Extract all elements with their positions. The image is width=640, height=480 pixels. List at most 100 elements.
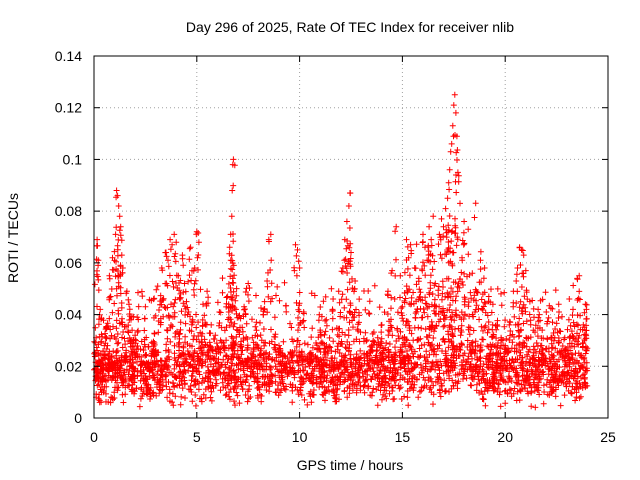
data-point xyxy=(316,311,323,318)
data-point xyxy=(492,322,499,329)
data-point xyxy=(454,234,461,241)
data-point xyxy=(329,387,335,394)
data-point xyxy=(259,381,266,388)
data-point xyxy=(228,252,235,259)
data-point xyxy=(376,304,383,311)
data-point xyxy=(190,286,197,293)
data-point xyxy=(540,371,547,378)
data-point xyxy=(425,339,432,346)
data-point xyxy=(488,286,494,293)
data-point xyxy=(317,304,324,310)
data-point xyxy=(132,340,139,347)
data-point xyxy=(429,266,436,273)
data-point xyxy=(422,294,429,301)
data-point xyxy=(538,357,545,364)
data-point xyxy=(423,348,430,355)
data-point xyxy=(295,258,302,265)
data-point xyxy=(176,343,183,350)
data-point xyxy=(450,102,457,109)
data-point xyxy=(186,256,193,263)
data-point xyxy=(431,296,438,303)
data-point xyxy=(318,339,325,346)
data-point xyxy=(173,239,180,246)
data-point xyxy=(534,325,541,332)
data-point xyxy=(581,309,588,316)
data-point xyxy=(524,377,531,384)
data-point xyxy=(119,334,125,341)
data-point xyxy=(516,304,523,311)
data-point xyxy=(267,365,274,371)
data-point xyxy=(374,347,381,354)
data-point xyxy=(334,346,341,353)
data-point xyxy=(323,316,330,323)
data-point xyxy=(153,286,160,293)
data-point xyxy=(188,389,195,395)
data-point xyxy=(461,350,468,357)
data-point xyxy=(341,257,348,264)
data-point xyxy=(429,341,436,348)
data-point xyxy=(274,366,280,373)
data-point xyxy=(186,272,193,279)
data-point xyxy=(431,282,438,289)
data-point xyxy=(446,166,453,173)
data-point xyxy=(576,296,583,303)
data-point xyxy=(307,388,314,395)
data-point xyxy=(157,367,164,374)
data-point xyxy=(306,377,313,384)
data-point xyxy=(99,361,106,368)
data-point xyxy=(317,340,324,347)
data-point xyxy=(155,329,162,336)
data-point xyxy=(195,319,202,326)
data-point xyxy=(299,318,306,325)
data-point xyxy=(188,356,195,363)
data-point xyxy=(113,317,120,324)
data-point xyxy=(515,377,522,384)
data-point xyxy=(113,325,120,332)
data-point xyxy=(383,387,390,394)
data-point xyxy=(234,392,241,399)
data-point xyxy=(334,331,341,338)
data-point xyxy=(388,294,395,301)
data-point xyxy=(519,386,526,393)
data-point xyxy=(182,288,189,295)
data-point xyxy=(420,306,427,313)
data-point xyxy=(571,343,578,350)
data-point xyxy=(517,262,524,268)
data-point xyxy=(164,394,171,401)
data-point xyxy=(124,358,131,365)
data-point xyxy=(485,358,492,365)
data-point xyxy=(198,350,205,357)
data-point xyxy=(569,312,576,319)
data-point xyxy=(283,308,290,315)
data-point xyxy=(477,266,484,273)
data-point xyxy=(268,378,275,385)
y-tick-label: 0.04 xyxy=(55,307,82,323)
data-point xyxy=(356,296,363,303)
data-point xyxy=(151,374,158,381)
data-point xyxy=(388,270,395,277)
data-point xyxy=(393,223,400,230)
data-point xyxy=(420,374,427,381)
data-point xyxy=(120,359,127,366)
data-point xyxy=(383,367,390,373)
data-point xyxy=(133,385,140,392)
data-point xyxy=(573,321,580,328)
data-point xyxy=(297,374,304,381)
data-point xyxy=(565,316,572,323)
data-point xyxy=(195,362,202,369)
data-point xyxy=(444,195,451,202)
data-point xyxy=(532,329,538,336)
data-point xyxy=(555,315,562,321)
data-point xyxy=(155,318,162,324)
data-point xyxy=(422,326,429,333)
data-point xyxy=(115,339,122,346)
data-point xyxy=(178,393,185,400)
data-point xyxy=(478,377,485,384)
data-point xyxy=(240,378,246,385)
data-point xyxy=(399,335,406,341)
data-point xyxy=(417,352,424,359)
data-point xyxy=(561,355,568,362)
data-point xyxy=(318,366,325,373)
data-point xyxy=(348,374,355,381)
